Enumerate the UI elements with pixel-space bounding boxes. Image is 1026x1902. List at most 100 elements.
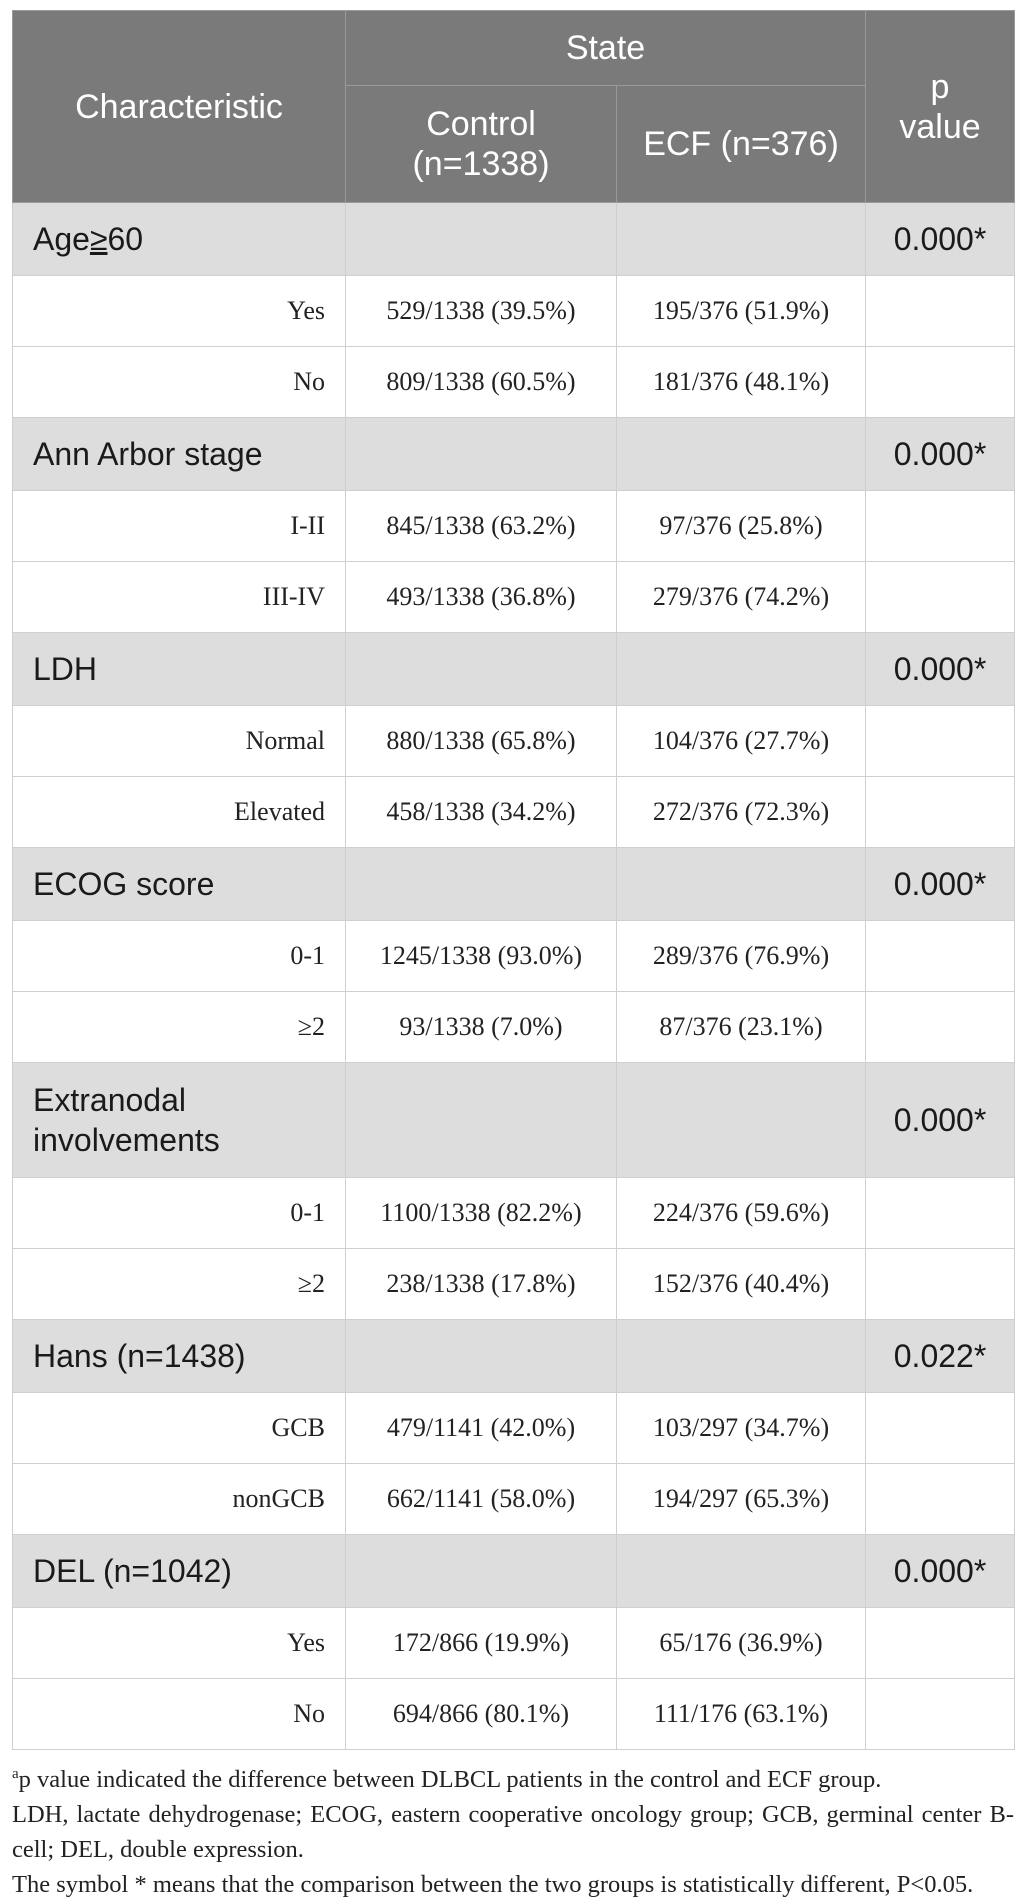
table-row: No 809/1338 (60.5%) 181/376 (48.1%)	[12, 346, 1016, 418]
footnote-abbreviations: LDH, lactate dehydrogenase; ECOG, easter…	[12, 1801, 1014, 1863]
row-label: ≥2	[12, 1248, 346, 1320]
ecf-value: 194/297 (65.3%)	[615, 1463, 867, 1535]
table-row: Elevated 458/1338 (34.2%) 272/376 (72.3%)	[12, 776, 1016, 848]
age-label-suffix: 60	[107, 221, 144, 257]
section-empty-cell	[615, 1062, 867, 1178]
section-name: DEL (n=1042)	[12, 1534, 346, 1608]
p-value-empty-cell	[865, 991, 1016, 1063]
p-value-empty-cell	[865, 920, 1016, 992]
p-value-empty-cell	[865, 1248, 1016, 1320]
header-p-value: p value	[865, 10, 1016, 203]
header-p-value-text: p value	[899, 67, 981, 146]
p-value-empty-cell	[865, 275, 1016, 347]
row-label: Yes	[12, 275, 346, 347]
ecf-value: 103/297 (34.7%)	[615, 1392, 867, 1464]
characteristics-table: Characteristic State p value Control (n=…	[12, 10, 1016, 1750]
control-value: 529/1338 (39.5%)	[345, 275, 617, 347]
section-empty-cell	[345, 1319, 617, 1393]
header-control-text: Control (n=1338)	[412, 105, 550, 183]
control-value: 662/1141 (58.0%)	[345, 1463, 617, 1535]
section-empty-cell	[615, 417, 867, 491]
p-value-empty-cell	[865, 1177, 1016, 1249]
table-row: nonGCB 662/1141 (58.0%) 194/297 (65.3%)	[12, 1463, 1016, 1535]
row-label: Yes	[12, 1607, 346, 1679]
footnote-a-text: p value indicated the difference between…	[18, 1766, 882, 1793]
row-label: No	[12, 1678, 346, 1750]
control-value: 1100/1338 (82.2%)	[345, 1177, 617, 1249]
table-body: Age≥60 0.000* Yes 529/1338 (39.5%) 195/376 (…	[12, 202, 1016, 1750]
footnote-symbol: The symbol * means that the comparison b…	[12, 1871, 974, 1898]
p-value-empty-cell	[865, 561, 1016, 633]
table-row: GCB 479/1141 (42.0%) 103/297 (34.7%)	[12, 1392, 1016, 1464]
p-value-empty-cell	[865, 776, 1016, 848]
section-p-value: 0.000*	[865, 1534, 1016, 1608]
control-value: 845/1338 (63.2%)	[345, 490, 617, 562]
control-value: 93/1338 (7.0%)	[345, 991, 617, 1063]
section-name: Extranodal involvements	[12, 1062, 346, 1178]
section-empty-cell	[615, 1319, 867, 1393]
table-row: III-IV 493/1338 (36.8%) 279/376 (74.2%)	[12, 561, 1016, 633]
footnote-a: ap value indicated the difference betwee…	[12, 1762, 1014, 1797]
table-row: ≥2 238/1338 (17.8%) 152/376 (40.4%)	[12, 1248, 1016, 1320]
section-p-value: 0.000*	[865, 417, 1016, 491]
control-value: 172/866 (19.9%)	[345, 1607, 617, 1679]
section-row: LDH 0.000*	[12, 632, 1016, 706]
section-empty-cell	[345, 632, 617, 706]
control-value: 458/1338 (34.2%)	[345, 776, 617, 848]
section-row: Age≥60 0.000*	[12, 202, 1016, 276]
section-empty-cell	[615, 847, 867, 921]
section-empty-cell	[615, 632, 867, 706]
footnotes: ap value indicated the difference betwee…	[12, 1762, 1014, 1902]
ecf-value: 181/376 (48.1%)	[615, 346, 867, 418]
header-state: State	[344, 10, 867, 86]
control-value: 809/1338 (60.5%)	[345, 346, 617, 418]
header-characteristic: Characteristic	[12, 10, 346, 203]
row-label: 0-1	[12, 920, 346, 992]
section-empty-cell	[615, 202, 867, 276]
p-value-empty-cell	[865, 1392, 1016, 1464]
section-row: ECOG score 0.000*	[12, 847, 1016, 921]
ecf-value: 279/376 (74.2%)	[615, 561, 867, 633]
p-value-empty-cell	[865, 1607, 1016, 1679]
section-name: Ann Arbor stage	[12, 417, 346, 491]
section-name: LDH	[12, 632, 346, 706]
ecf-value: 195/376 (51.9%)	[615, 275, 867, 347]
row-label: nonGCB	[12, 1463, 346, 1535]
table-header: Characteristic State p value Control (n=…	[12, 10, 1016, 203]
ecf-value: 65/176 (36.9%)	[615, 1607, 867, 1679]
section-empty-cell	[345, 847, 617, 921]
header-ecf: ECF (n=376)	[615, 85, 867, 203]
row-label: 0-1	[12, 1177, 346, 1249]
table-row: I-II 845/1338 (63.2%) 97/376 (25.8%)	[12, 490, 1016, 562]
control-value: 238/1338 (17.8%)	[345, 1248, 617, 1320]
row-label: Elevated	[12, 776, 346, 848]
section-empty-cell	[615, 1534, 867, 1608]
ecf-value: 289/376 (76.9%)	[615, 920, 867, 992]
ecf-value: 272/376 (72.3%)	[615, 776, 867, 848]
age-label-symbol: ≥	[89, 221, 108, 257]
control-value: 493/1338 (36.8%)	[345, 561, 617, 633]
p-value-empty-cell	[865, 346, 1016, 418]
table-row: Yes 529/1338 (39.5%) 195/376 (51.9%)	[12, 275, 1016, 347]
table-row: ≥2 93/1338 (7.0%) 87/376 (23.1%)	[12, 991, 1016, 1063]
header-control: Control (n=1338)	[345, 85, 617, 203]
ecf-value: 111/176 (63.1%)	[615, 1678, 867, 1750]
ecf-value: 104/376 (27.7%)	[615, 705, 867, 777]
ecf-value: 152/376 (40.4%)	[615, 1248, 867, 1320]
p-value-empty-cell	[865, 1463, 1016, 1535]
ecf-value: 97/376 (25.8%)	[615, 490, 867, 562]
section-p-value: 0.022*	[865, 1319, 1016, 1393]
section-p-value: 0.000*	[865, 632, 1016, 706]
section-name: Age≥60	[12, 202, 346, 276]
row-label: Normal	[12, 705, 346, 777]
control-value: 1245/1338 (93.0%)	[345, 920, 617, 992]
row-label: III-IV	[12, 561, 346, 633]
row-label: I-II	[12, 490, 346, 562]
ecf-value: 224/376 (59.6%)	[615, 1177, 867, 1249]
section-empty-cell	[345, 1534, 617, 1608]
section-name-text: Extranodal involvements	[33, 1082, 220, 1158]
footnote-a-marker: a	[12, 1765, 19, 1782]
section-p-value: 0.000*	[865, 847, 1016, 921]
section-name: ECOG score	[12, 847, 346, 921]
section-empty-cell	[345, 1062, 617, 1178]
